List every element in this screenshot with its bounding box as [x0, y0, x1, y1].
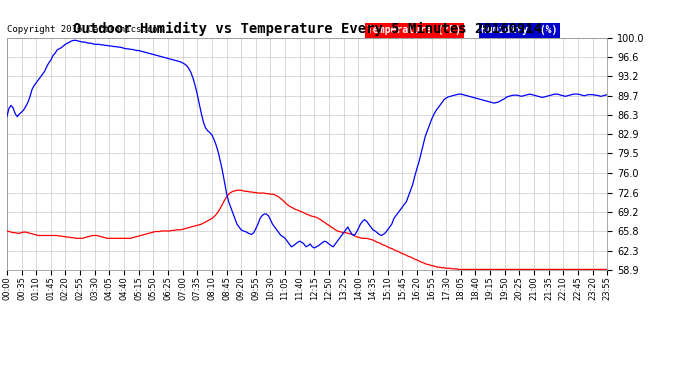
Text: Copyright 2016 Cartronics.com: Copyright 2016 Cartronics.com — [7, 25, 163, 34]
Title: Outdoor Humidity vs Temperature Every 5 Minutes 20160914: Outdoor Humidity vs Temperature Every 5 … — [72, 22, 542, 36]
Text: Temperature (°F): Temperature (°F) — [367, 25, 461, 35]
Text: Humidity  (%): Humidity (%) — [481, 25, 558, 35]
